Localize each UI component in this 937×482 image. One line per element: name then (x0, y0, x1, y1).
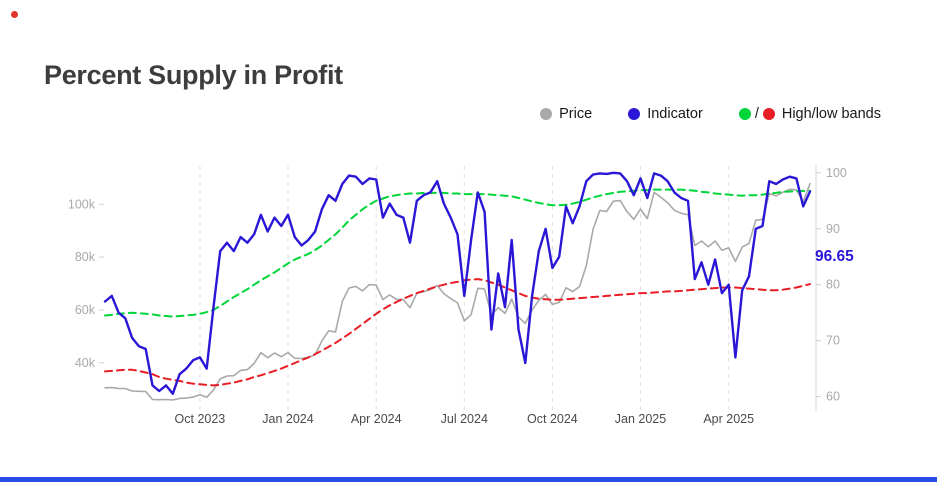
high-band-line (104, 188, 811, 318)
right-axis-label: 100 (826, 166, 847, 180)
price-dot-icon (540, 108, 553, 120)
legend-item-indicator[interactable]: Indicator (628, 106, 703, 122)
left-axis-label: 100k (68, 197, 96, 211)
x-axis-label: Oct 2024 (527, 412, 578, 426)
bands-separator: / (754, 106, 759, 122)
indicator-current-value: 96.65 (815, 248, 854, 265)
x-axis-label: Jan 2024 (262, 412, 313, 426)
price-line (104, 182, 811, 401)
left-axis-label: 80k (75, 250, 96, 264)
right-axis-label: 60 (826, 390, 840, 404)
low-band-dot-icon (762, 108, 775, 120)
page-title: Percent Supply in Profit (44, 60, 343, 91)
x-axis-label: Jul 2024 (441, 412, 488, 426)
right-axis-label: 70 (826, 334, 840, 348)
x-axis-label: Jan 2025 (615, 412, 666, 426)
right-axis-label: 80 (826, 278, 840, 292)
x-axis-label: Oct 2023 (175, 412, 226, 426)
chart-legend: Price Indicator / High/low bands (540, 106, 881, 122)
notification-dot (11, 11, 18, 18)
footer-bar (0, 477, 937, 482)
legend-item-bands[interactable]: / High/low bands (738, 106, 881, 122)
indicator-line (103, 171, 812, 395)
left-axis-label: 40k (75, 356, 96, 370)
high-band-dot-icon (738, 108, 751, 120)
right-axis-label: 90 (826, 222, 840, 236)
left-axis-label: 60k (75, 303, 96, 317)
x-axis-label: Apr 2024 (351, 412, 402, 426)
indicator-dot-icon (628, 108, 641, 120)
low-band-line (104, 278, 811, 387)
legend-bands-label: High/low bands (781, 106, 881, 122)
legend-price-label: Price (559, 106, 593, 122)
legend-item-price[interactable]: Price (540, 106, 592, 122)
x-axis-label: Apr 2025 (703, 412, 754, 426)
legend-indicator-label: Indicator (647, 106, 703, 122)
